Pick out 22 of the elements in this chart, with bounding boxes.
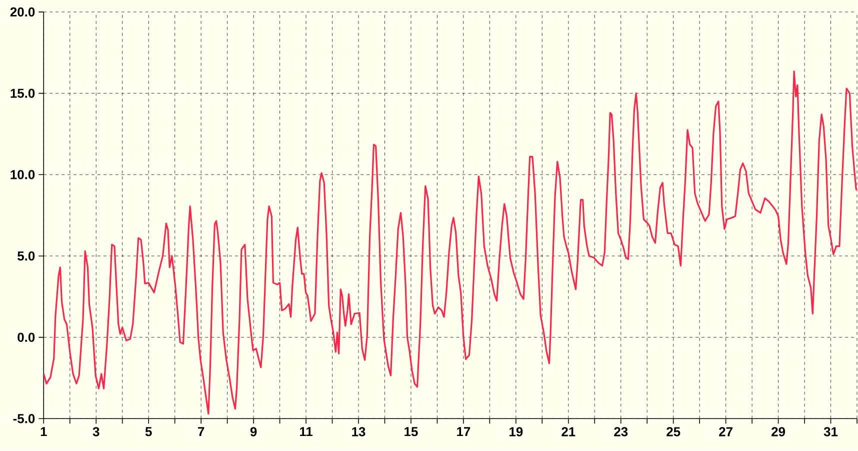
y-tick-label: 10.0 — [10, 170, 35, 180]
x-tick-label: 15 — [404, 427, 418, 436]
x-tick-label: 23 — [614, 427, 628, 437]
y-tick-label: 0.0 — [18, 332, 35, 342]
x-tick-label: 5 — [145, 427, 152, 436]
y-tick-label: 15.0 — [10, 88, 35, 98]
x-tick-label: 11 — [300, 427, 313, 436]
x-tick-label: 3 — [92, 427, 100, 437]
x-tick-label: 13 — [352, 427, 366, 437]
x-tick-label: 27 — [719, 427, 732, 436]
x-tick-label: 21 — [562, 427, 576, 436]
y-tick-label: -5.0 — [13, 414, 35, 424]
x-tick-label: 19 — [510, 427, 523, 437]
x-tick-label: 17 — [457, 427, 470, 436]
x-tick-label: 29 — [772, 427, 786, 437]
x-tick-label: 31 — [824, 427, 838, 437]
x-tick-label: 9 — [250, 427, 257, 437]
x-tick-label: 25 — [666, 427, 680, 437]
y-tick-label: 5.0 — [18, 252, 35, 261]
x-tick-label: 1 — [40, 427, 47, 436]
x-tick-label: 7 — [198, 427, 204, 436]
y-tick-label: 20.0 — [10, 8, 35, 17]
